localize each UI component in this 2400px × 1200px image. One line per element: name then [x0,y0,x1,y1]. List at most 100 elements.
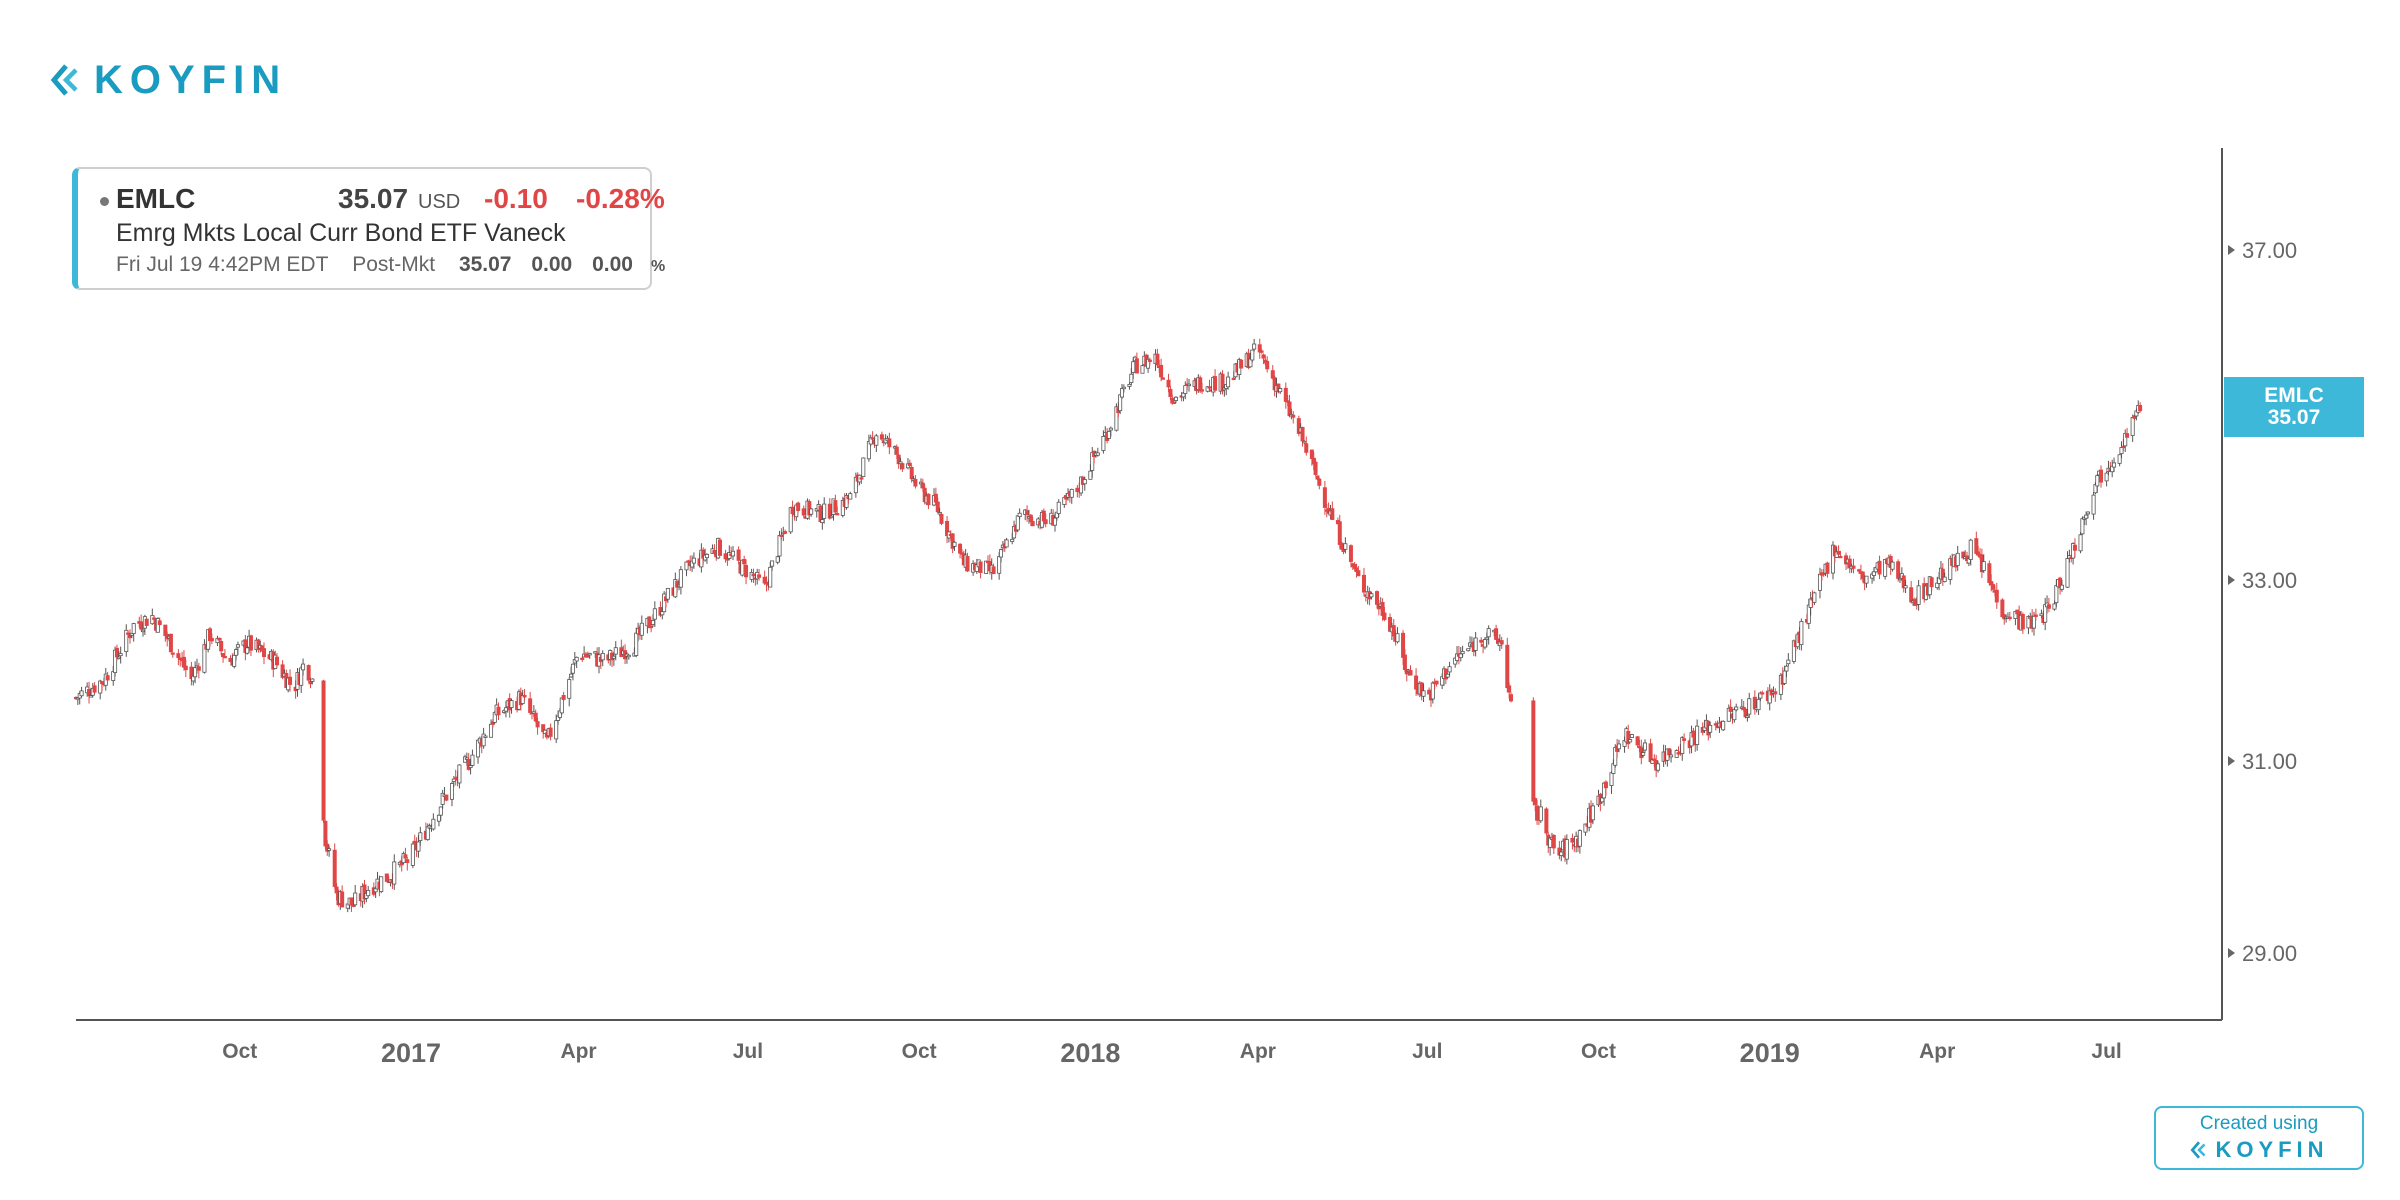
candle-body [144,618,149,626]
y-tick-mark [2228,756,2235,766]
candle-body [1421,690,1426,697]
candle-body [2084,514,2089,519]
candle-body [1877,560,1882,575]
current-price-tag: EMLC 35.07 [2224,377,2364,437]
candle-body [1635,736,1640,746]
candle-body [768,566,773,588]
candle-body [1484,637,1489,641]
candle-body [2119,447,2124,455]
candle-body [1395,633,1400,643]
candle-body [2043,604,2048,623]
candle-body [1916,585,1921,605]
y-tick-label: 33.00 [2242,568,2297,593]
candle-body [1430,682,1435,700]
post-market-change-pct-value: 0.00 [592,253,633,276]
candle-body [1851,565,1856,569]
candle-body [1600,797,1605,803]
candle-body [2078,534,2083,552]
candle-body [444,794,449,801]
candle-body [232,654,237,667]
candle-body [196,666,201,671]
candle-body [600,652,605,661]
candle-body [1669,754,1674,758]
candle-body [1402,654,1407,670]
candle-body [939,513,944,524]
candle-body [1991,584,1996,590]
candle-body [1375,591,1380,605]
candle-body [261,648,266,658]
quote-symbol[interactable]: EMLC [116,183,196,214]
candle-body [1101,436,1106,451]
candle-body [222,655,227,659]
candle-body [1207,386,1212,389]
candle-body [2091,494,2096,515]
candle-body [1408,670,1413,676]
candle-body [777,535,782,557]
candle-body [105,675,110,681]
candle-body [587,653,592,656]
candle-body [1401,632,1406,658]
candle-body [1955,552,1960,566]
candle-body [913,478,918,487]
candle-body [114,647,119,658]
x-tick-label: Oct [1581,1040,1616,1063]
candle-body [770,560,775,567]
candle-body [952,541,957,547]
candle-body [870,437,875,440]
candle-body [235,644,240,648]
price-tag-price: 35.07 [2267,406,2321,429]
candle-body [1172,401,1177,404]
candle-body [1509,694,1514,702]
candle-body [1322,487,1327,508]
candle-body [796,502,801,511]
candle-body [1270,370,1275,379]
candle-body [1551,834,1556,849]
badge-logo-text: KOYFIN [2215,1137,2329,1162]
candle-body [1773,691,1778,695]
candle-body [470,754,475,766]
candle-body [2059,584,2064,590]
candle-body [1864,575,1869,584]
candle-body [1590,805,1595,821]
candle-body [1265,360,1270,370]
price-tag-symbol: EMLC [2264,384,2324,407]
candle-body [626,654,631,658]
koyfin-logo[interactable]: KOYFIN [48,56,287,104]
candle-body [2099,469,2104,483]
candle-body [1616,743,1621,750]
created-using-badge[interactable]: Created using KOYFIN [2154,1106,2364,1170]
candle-body [926,493,931,506]
candle-body [1053,517,1058,526]
candle-body [613,647,618,655]
quote-post-market: Fri Jul 19 4:42PM EDT Post-Mkt 35.07 0.0… [116,253,683,277]
candle-body [327,848,332,851]
y-tick-mark [2228,575,2235,585]
x-tick-label: Jul [2091,1040,2121,1063]
candle-body [1817,573,1822,591]
candle-body [649,625,654,629]
candle-body [248,635,253,651]
candle-body [1168,388,1173,397]
x-tick-label: Apr [1240,1040,1276,1063]
candle-body [1095,452,1100,456]
series-dot-icon [100,197,109,206]
candle-body [496,706,501,716]
candle-body [1507,685,1512,693]
candle-body [1708,724,1713,733]
candle-body [2046,604,2051,609]
candle-body [1836,551,1841,555]
candle-body [457,764,462,784]
candle-body [1166,379,1171,388]
x-tick-label: Jul [1412,1040,1442,1063]
candle-body [1460,651,1465,655]
candle-body [1131,361,1136,373]
candle-body [193,667,198,678]
candle-body [1183,385,1188,394]
candle-body [1414,675,1419,690]
koyfin-logo-icon [2190,1141,2206,1159]
x-tick-label: Apr [1919,1040,1955,1063]
candle-body [1339,542,1344,550]
candle-body [234,649,239,656]
